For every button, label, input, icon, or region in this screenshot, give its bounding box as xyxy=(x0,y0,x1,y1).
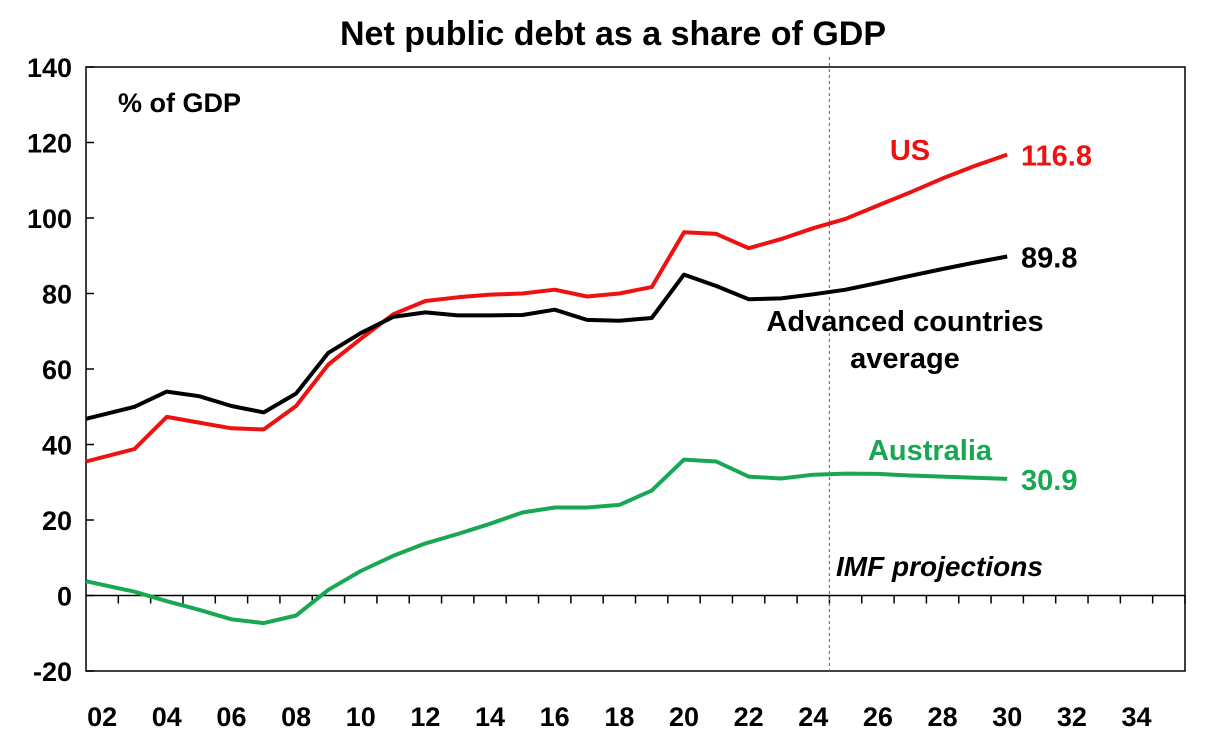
x-tick-label: 06 xyxy=(216,702,246,732)
series-lines xyxy=(85,152,1008,626)
y-tick-label: 0 xyxy=(57,582,72,612)
x-tick-label: 02 xyxy=(87,702,117,732)
x-tick-label: 04 xyxy=(152,702,182,732)
series-end-value-label: 30.9 xyxy=(1021,465,1077,497)
y-tick-label: 100 xyxy=(27,204,72,234)
y-tick-label: 120 xyxy=(27,129,72,159)
y-tick-label: 80 xyxy=(42,280,72,310)
x-tick-label: 32 xyxy=(1057,702,1087,732)
x-tick-label: 08 xyxy=(281,702,311,732)
x-tick-label: 10 xyxy=(346,702,376,732)
series-name-label: Australia xyxy=(868,435,993,467)
series-name-label: Advanced countries xyxy=(766,306,1043,338)
projection-label: IMF projections xyxy=(836,551,1043,582)
x-tick-label: 14 xyxy=(475,702,505,732)
x-axis: 02 04 06 08 10 12 14 16 18 20 22 24 26 28 30 32 34 xyxy=(86,594,1186,732)
x-tick-label: 12 xyxy=(410,702,440,732)
series-labels: US 116.8 Advanced countries average 89.8 Aust… xyxy=(766,135,1092,497)
x-tick-label: 28 xyxy=(928,702,958,732)
y-tick-label: 60 xyxy=(42,355,72,385)
y-unit-label: % of GDP xyxy=(118,88,241,118)
series-end-value-label: 89.8 xyxy=(1021,243,1077,275)
y-axis: -20 0 20 40 60 80 100 120 140 xyxy=(27,53,94,687)
series-name-label: average xyxy=(850,343,960,375)
x-tick-label: 22 xyxy=(734,702,764,732)
y-tick-label: 20 xyxy=(42,506,72,536)
y-tick-label: -20 xyxy=(33,657,72,687)
x-tick-label: 26 xyxy=(863,702,893,732)
x-tick-label: 24 xyxy=(798,702,828,732)
series-line-2 xyxy=(85,457,1008,626)
x-tick-label: 34 xyxy=(1121,702,1151,732)
chart-title: Net public debt as a share of GDP xyxy=(340,15,886,53)
series-line-0 xyxy=(85,152,1008,464)
series-end-value-label: 116.8 xyxy=(1021,141,1092,173)
x-tick-label: 20 xyxy=(669,702,699,732)
series-line-1 xyxy=(85,254,1008,421)
y-tick-label: 140 xyxy=(27,53,72,83)
series-name-label: US xyxy=(890,135,930,167)
x-tick-label: 16 xyxy=(540,702,570,732)
y-tick-label: 40 xyxy=(42,431,72,461)
x-tick-label: 30 xyxy=(992,702,1022,732)
x-tick-label: 18 xyxy=(604,702,634,732)
